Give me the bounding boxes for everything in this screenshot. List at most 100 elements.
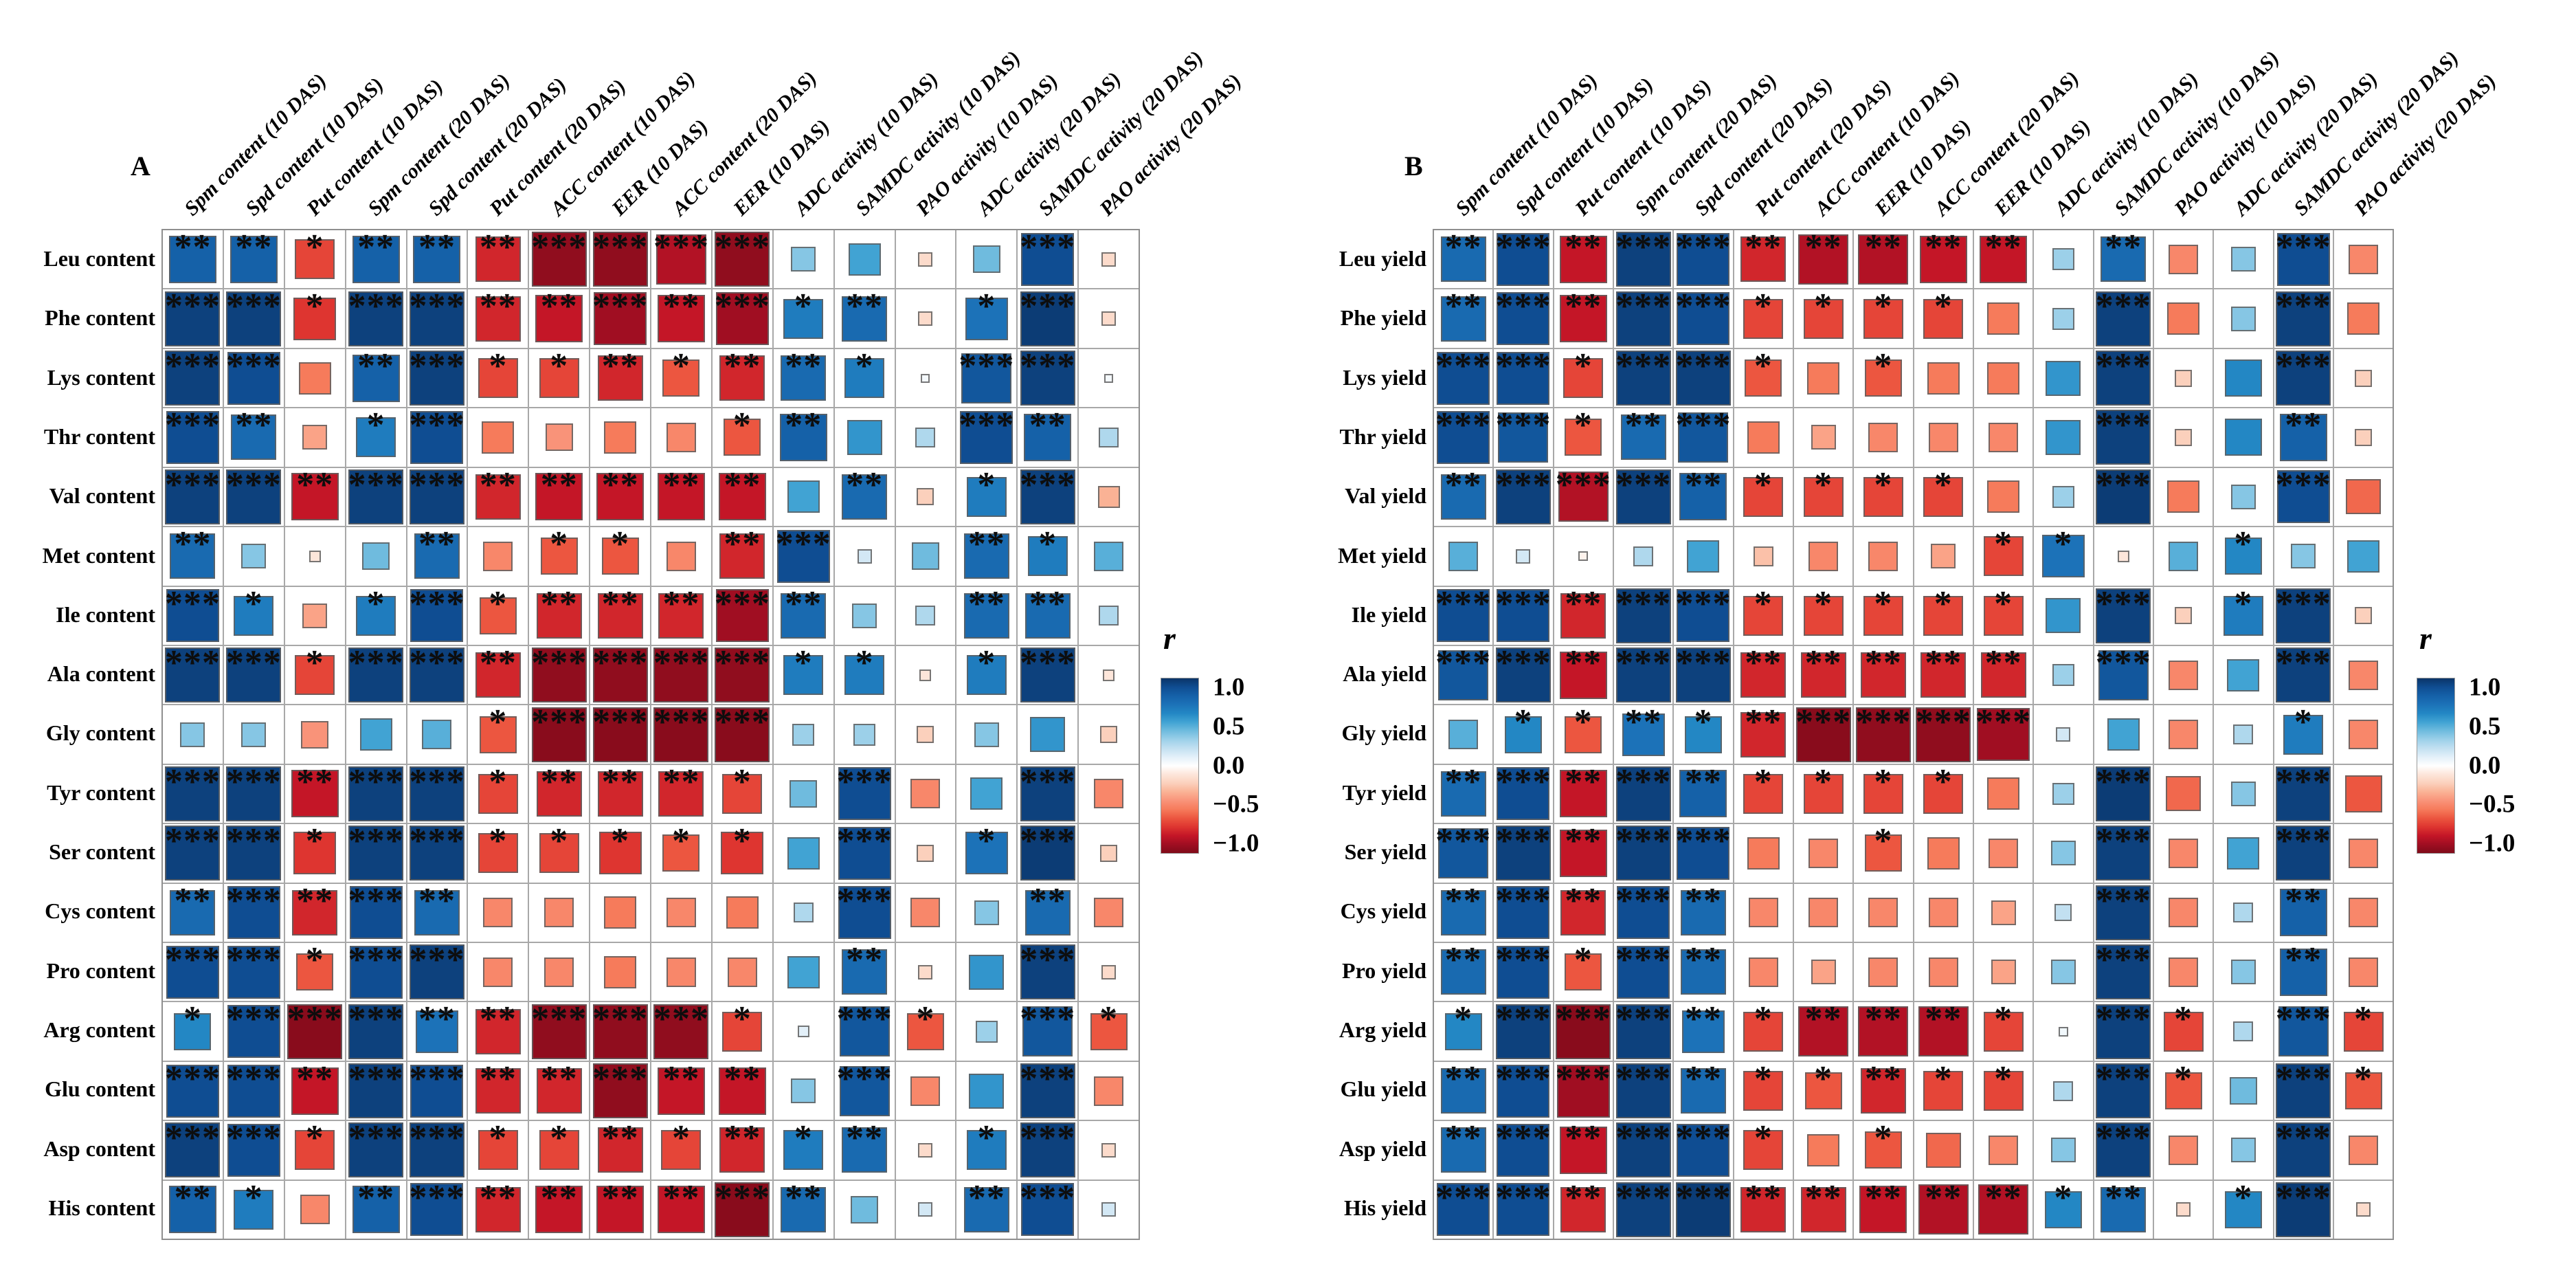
corr-cell: *** [712, 228, 772, 289]
significance-stars: *** [2275, 1118, 2331, 1158]
corr-square [226, 469, 282, 524]
corr-cell: * [1854, 1118, 1913, 1180]
corr-square [2355, 369, 2373, 387]
corr-cell: *** [1018, 465, 1078, 527]
corr-cell: *** [223, 940, 284, 1001]
significance-stars: *** [225, 287, 282, 326]
significance-stars: *** [2275, 1059, 2331, 1098]
corr-cell: * [1734, 999, 1793, 1061]
corr-square [2227, 837, 2260, 870]
corr-cell: * [1914, 762, 1973, 823]
corr-cell: *** [1018, 228, 1078, 289]
corr-cell [1793, 943, 1853, 1001]
row-label: Phe yield [1340, 305, 1426, 331]
corr-square [1020, 351, 1075, 406]
corr-square [715, 707, 770, 762]
corr-cell [1854, 883, 1913, 942]
row-label: Asp yield [1339, 1136, 1426, 1161]
significance-stars: * [305, 643, 324, 683]
corr-cell: * [1793, 762, 1853, 823]
significance-stars: *** [2275, 228, 2331, 267]
significance-stars: *** [836, 821, 893, 861]
significance-stars: *** [1495, 346, 1552, 386]
significance-stars: ** [1684, 1059, 1722, 1098]
corr-cell [1914, 408, 1973, 467]
corr-square [2050, 1138, 2076, 1163]
corr-square [170, 889, 216, 936]
corr-square [1991, 900, 2016, 925]
significance-stars: * [977, 821, 996, 861]
corr-cell [895, 408, 956, 467]
corr-cell: * [712, 406, 772, 467]
significance-stars: ** [1444, 940, 1482, 979]
corr-cell [2153, 645, 2213, 705]
significance-stars: ** [1444, 287, 1482, 326]
corr-square [2355, 428, 2373, 446]
significance-stars: ** [1804, 643, 1842, 683]
corr-cell: * [1914, 465, 1973, 527]
significance-stars: * [366, 584, 385, 623]
significance-stars: ** [1864, 643, 1902, 683]
corr-cell [651, 527, 711, 586]
corr-square [2344, 775, 2382, 812]
corr-square [1099, 606, 1119, 626]
significance-stars: * [1874, 762, 1893, 801]
corr-square [918, 311, 933, 326]
corr-cell [2333, 883, 2393, 942]
corr-square [1989, 422, 2019, 452]
corr-square [1931, 544, 1956, 569]
corr-cell [1793, 883, 1853, 942]
corr-cell: * [1973, 584, 2033, 645]
significance-stars: *** [1020, 228, 1076, 267]
corr-square [658, 771, 704, 817]
corr-cell [1494, 527, 1553, 586]
corr-square [592, 647, 648, 703]
significance-stars: ** [1565, 643, 1602, 683]
significance-stars: * [550, 524, 569, 564]
corr-square [1020, 944, 1075, 1000]
corr-cell [2153, 467, 2213, 527]
row-label: Met yield [1338, 542, 1426, 568]
corr-cell: * [284, 228, 345, 289]
corr-cell: ** [1434, 1059, 1493, 1120]
corr-cell: *** [223, 643, 284, 705]
corr-cell [712, 883, 772, 942]
corr-square [2169, 898, 2199, 928]
significance-stars: * [1934, 1059, 1953, 1098]
corr-square [479, 597, 517, 634]
corr-square [601, 538, 639, 575]
corr-square [531, 647, 587, 703]
corr-cell: ** [1613, 406, 1673, 467]
significance-stars: *** [1020, 287, 1076, 326]
corr-square [1100, 726, 1118, 744]
row-label: Ala content [47, 661, 155, 687]
corr-cell [2333, 348, 2393, 408]
corr-square [226, 647, 282, 703]
corr-cell: * [284, 940, 345, 1001]
corr-cell [2214, 1061, 2273, 1120]
corr-cell: ** [1854, 643, 1913, 705]
corr-cell: *** [1494, 821, 1553, 883]
corr-cell: * [1554, 406, 1613, 467]
corr-square [715, 647, 770, 703]
corr-cell [2333, 943, 2393, 1001]
corr-cell [956, 764, 1017, 823]
corr-cell [2034, 645, 2093, 705]
significance-stars: ** [2285, 881, 2322, 920]
corr-cell: *** [163, 584, 223, 645]
corr-square [966, 655, 1007, 696]
significance-stars: ** [235, 406, 273, 445]
corr-cell [2153, 764, 2213, 823]
significance-stars: ** [1444, 1118, 1482, 1158]
significance-stars: *** [1020, 643, 1076, 683]
corr-square [1030, 717, 1066, 753]
corr-square [293, 297, 337, 340]
corr-cell [2333, 527, 2393, 586]
corr-square [2224, 359, 2262, 397]
significance-stars: * [1694, 702, 1713, 742]
corr-cell: ** [773, 346, 833, 408]
significance-stars: ** [1864, 999, 1902, 1039]
significance-stars: *** [225, 762, 282, 801]
significance-stars: ** [1864, 1059, 1902, 1098]
corr-square [594, 292, 647, 346]
